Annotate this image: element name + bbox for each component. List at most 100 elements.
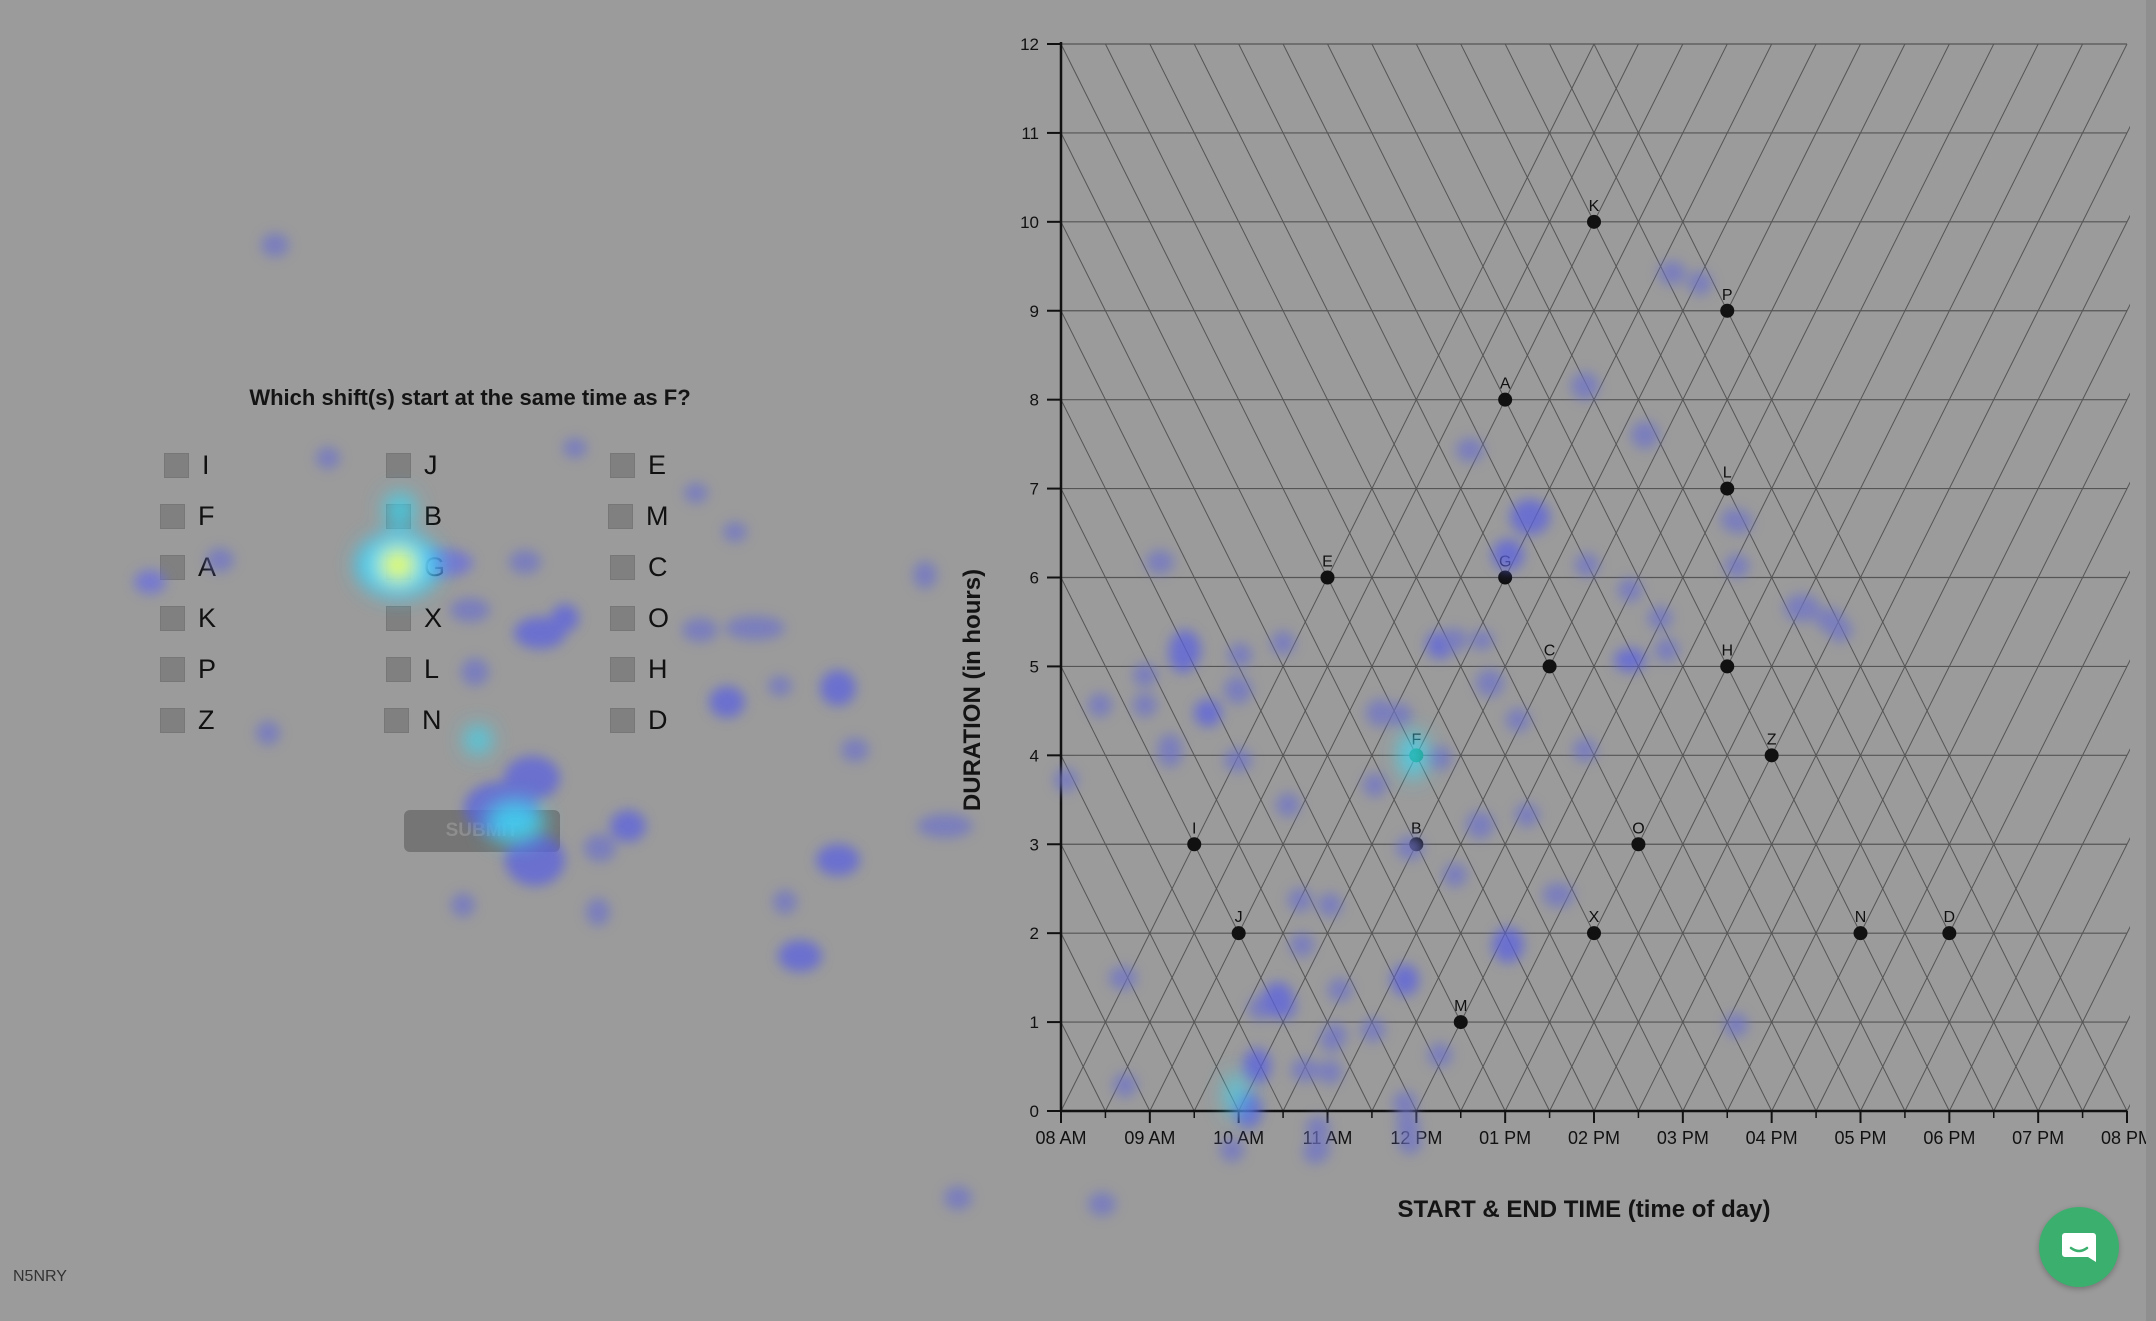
data-points: K P A L E G C H F Z I B O J X N D M xyxy=(1187,198,1957,1030)
point-label: D xyxy=(1944,909,1956,926)
x-tick-label: 10 AM xyxy=(1213,1128,1264,1148)
triangular-gridline xyxy=(1282,43,1817,1112)
checkbox-m[interactable] xyxy=(608,503,633,529)
option-o[interactable]: O xyxy=(610,601,669,635)
checkbox-h[interactable] xyxy=(610,656,635,682)
triangular-gridline xyxy=(1593,43,2128,1112)
scrollbar[interactable] xyxy=(2146,0,2156,1321)
triangular-gridline xyxy=(1060,663,1284,1112)
option-x[interactable]: X xyxy=(386,601,442,635)
checkbox-j[interactable] xyxy=(386,452,411,478)
y-tick-label: 2 xyxy=(1030,924,1039,943)
option-p[interactable]: P xyxy=(160,652,216,686)
point-a xyxy=(1498,392,1513,407)
point-label: I xyxy=(1192,820,1196,837)
option-label: M xyxy=(646,501,669,531)
y-tick-label: 1 xyxy=(1030,1013,1039,1032)
y-tick-label: 12 xyxy=(1020,35,1039,54)
checkbox-p[interactable] xyxy=(160,656,185,682)
y-tick-label: 9 xyxy=(1030,302,1039,321)
point-c xyxy=(1542,659,1557,674)
point-e xyxy=(1320,570,1335,585)
x-tick-label: 12 PM xyxy=(1390,1128,1442,1148)
option-h[interactable]: H xyxy=(610,652,668,686)
triangular-gridline xyxy=(1371,43,1906,1112)
triangular-gridline xyxy=(1060,1018,1106,1112)
point-f xyxy=(1409,748,1424,763)
x-tick-label: 04 PM xyxy=(1746,1128,1798,1148)
option-label: E xyxy=(648,450,667,480)
option-label: F xyxy=(198,501,215,531)
x-tick-label: 08 AM xyxy=(1035,1128,1086,1148)
point-label: A xyxy=(1500,376,1511,393)
option-label: Z xyxy=(198,705,215,735)
checkbox-k[interactable] xyxy=(160,605,185,631)
option-d[interactable]: D xyxy=(610,703,668,737)
y-tick-label: 10 xyxy=(1020,213,1039,232)
option-label: N xyxy=(422,705,442,735)
checkbox-z[interactable] xyxy=(160,707,185,733)
option-label: J xyxy=(424,450,438,480)
point-label: O xyxy=(1632,820,1644,837)
checkbox-x[interactable] xyxy=(386,605,411,631)
chat-button[interactable] xyxy=(2039,1207,2119,1287)
x-tick-label: 01 PM xyxy=(1479,1128,1531,1148)
triangular-gridline xyxy=(1060,129,1551,1112)
option-j[interactable]: J xyxy=(386,448,438,482)
y-tick-label: 8 xyxy=(1030,391,1039,410)
option-e[interactable]: E xyxy=(610,448,666,482)
point-d xyxy=(1942,926,1957,941)
option-c[interactable]: C xyxy=(610,550,668,584)
point-label: Z xyxy=(1767,731,1777,748)
question-text: Which shift(s) start at the same time as… xyxy=(249,385,691,410)
option-label: O xyxy=(648,603,670,633)
option-label: X xyxy=(424,603,443,633)
option-i[interactable]: I xyxy=(164,448,210,482)
option-z[interactable]: Z xyxy=(160,703,215,737)
option-f[interactable]: F xyxy=(160,499,215,533)
option-l[interactable]: L xyxy=(386,652,439,686)
triangular-gridline xyxy=(1060,396,1417,1112)
point-k xyxy=(1587,214,1601,229)
point-x xyxy=(1587,926,1601,941)
y-tick-label: 4 xyxy=(1030,746,1039,765)
y-tick-label: 11 xyxy=(1021,124,1039,143)
triangular-gridline xyxy=(1060,841,1195,1112)
checkbox-l[interactable] xyxy=(386,656,411,682)
y-axis-label: DURATION (in hours) xyxy=(959,569,986,811)
checkbox-d[interactable] xyxy=(610,707,635,733)
point-label: P xyxy=(1722,287,1733,304)
option-label: H xyxy=(648,654,668,684)
x-tick-label: 07 PM xyxy=(2012,1128,2064,1148)
point-label: X xyxy=(1589,909,1600,926)
chat-bubble-icon xyxy=(2062,1233,2096,1262)
checkbox-o[interactable] xyxy=(610,605,635,631)
y-tick-label: 6 xyxy=(1030,569,1039,588)
option-k[interactable]: K xyxy=(160,601,216,635)
point-i xyxy=(1187,837,1202,852)
x-tick-label: 03 PM xyxy=(1657,1128,1709,1148)
checkbox-c[interactable] xyxy=(610,554,635,580)
point-label: N xyxy=(1855,909,1867,926)
x-tick-label: 09 AM xyxy=(1124,1128,1175,1148)
triangular-gridline xyxy=(1549,43,2084,1112)
point-g xyxy=(1498,570,1513,585)
point-z xyxy=(1764,748,1779,763)
x-tick-label: 06 PM xyxy=(1923,1128,1975,1148)
y-tick-label: 3 xyxy=(1030,835,1039,854)
checkbox-e[interactable] xyxy=(610,452,635,478)
point-p xyxy=(1720,303,1735,318)
checkbox-i[interactable] xyxy=(164,452,189,478)
point-n xyxy=(1853,926,1868,941)
option-n[interactable]: N xyxy=(384,703,442,737)
point-label: G xyxy=(1499,554,1511,571)
point-label: C xyxy=(1544,642,1556,659)
option-label: K xyxy=(198,603,217,633)
option-m[interactable]: M xyxy=(608,499,669,533)
triangular-gridline xyxy=(1060,307,1462,1112)
checkbox-f[interactable] xyxy=(160,503,185,529)
checkbox-n[interactable] xyxy=(384,707,409,733)
point-h xyxy=(1720,659,1735,674)
triangular-gridline xyxy=(1993,837,2130,1112)
